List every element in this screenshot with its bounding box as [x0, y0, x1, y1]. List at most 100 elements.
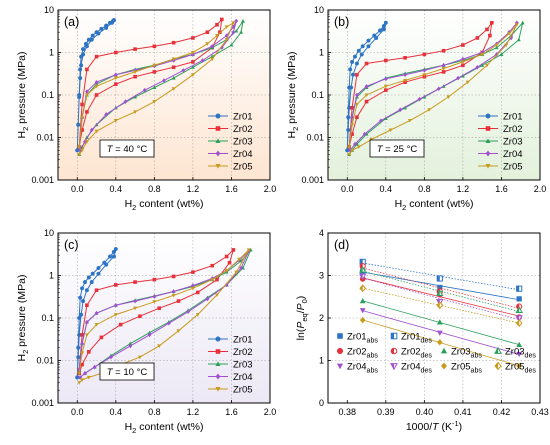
x-tick-label: 0.0 [71, 184, 84, 194]
data-point [84, 135, 89, 140]
data-point [171, 274, 176, 279]
data-point [76, 122, 81, 127]
data-point [384, 88, 388, 92]
temperature-box [369, 139, 425, 158]
data-point [94, 288, 99, 293]
legend-marker [215, 349, 221, 354]
data-point [80, 148, 85, 153]
legend-label: Zr03 [503, 137, 523, 148]
y-axis-label: ln(Peq/P0) [295, 296, 309, 341]
legend-label: Zr04abs [347, 362, 378, 375]
data-point [195, 313, 200, 317]
legend-marker [215, 336, 221, 342]
temperature-label: T = 40 °C [107, 144, 148, 155]
data-point [384, 58, 388, 63]
data-point [229, 42, 234, 47]
data-point [104, 112, 109, 117]
data-point [215, 277, 219, 282]
data-point [374, 35, 379, 40]
data-point [78, 67, 83, 72]
legend-marker [215, 164, 221, 169]
data-point [441, 70, 446, 74]
x-tick-label: 0.8 [418, 184, 431, 194]
data-point [355, 115, 359, 120]
x-tick-label: 0.0 [71, 407, 84, 417]
x-tick-label: 1.2 [187, 184, 200, 194]
data-point [366, 44, 371, 49]
x-tick-label: 0.40 [416, 407, 434, 417]
data-point [516, 362, 522, 370]
legend-marker [485, 126, 491, 131]
y-tick-label: 0.1 [41, 90, 54, 100]
data-point [516, 296, 522, 302]
x-tick-label: 0.39 [377, 407, 395, 417]
x-axis-label: H2 content (wt%) [395, 198, 474, 212]
data-point [133, 306, 138, 311]
data-point [436, 301, 444, 310]
data-point [118, 322, 123, 327]
data-point [104, 262, 109, 267]
data-point [515, 319, 523, 328]
data-point [210, 278, 215, 282]
y-tick-label: 4 [319, 228, 324, 238]
data-point [81, 47, 86, 52]
data-point [152, 70, 157, 74]
data-point [85, 110, 89, 114]
data-point [87, 350, 91, 354]
data-point [205, 42, 210, 46]
data-point [241, 18, 245, 23]
data-point [480, 63, 485, 67]
data-point [96, 265, 101, 271]
data-point [220, 17, 224, 22]
legend-marker [485, 138, 491, 143]
legend-marker [440, 347, 448, 354]
legend-label: Zr02 [233, 124, 253, 135]
data-point [210, 44, 215, 49]
data-point [475, 36, 480, 40]
legend-marker [494, 346, 502, 354]
y-tick-label: 0 [319, 398, 324, 408]
data-point [79, 312, 84, 317]
y-tick-label: 10 [314, 5, 324, 15]
gridlines [328, 232, 541, 404]
data-point [109, 354, 113, 360]
data-point [89, 37, 94, 42]
data-point [133, 298, 137, 304]
data-point [383, 20, 388, 25]
data-point [520, 20, 525, 25]
data-point [84, 93, 89, 98]
x-tick-label: 2.0 [264, 184, 277, 194]
data-point [239, 30, 244, 34]
legend-label: Zr04des [401, 362, 432, 375]
data-point [461, 63, 465, 68]
data-point [94, 323, 99, 327]
legend-label: Zr04 [233, 149, 253, 160]
data-point [133, 47, 137, 51]
data-point [358, 273, 367, 281]
data-point [507, 31, 512, 36]
data-point [84, 140, 89, 144]
data-point [215, 34, 219, 38]
legend-marker [336, 363, 344, 370]
data-point [113, 246, 118, 252]
data-point [85, 303, 89, 308]
data-point [80, 128, 84, 132]
panel-label: (d) [334, 238, 349, 252]
data-point [114, 82, 118, 86]
y-tick-label: 0.1 [41, 313, 54, 323]
data-point [171, 87, 176, 91]
data-point [191, 60, 195, 64]
data-point [239, 265, 243, 271]
series-line [78, 20, 237, 151]
data-point [78, 295, 83, 300]
series-zr01 [345, 20, 388, 153]
data-point [494, 45, 499, 50]
data-point [113, 72, 118, 77]
x-tick-label: 0.38 [339, 407, 357, 417]
data-point [94, 54, 99, 59]
data-point [246, 248, 251, 252]
y-axis-label: H2 pressure (MPa) [286, 51, 300, 138]
data-point [181, 68, 186, 73]
data-point [350, 123, 355, 127]
